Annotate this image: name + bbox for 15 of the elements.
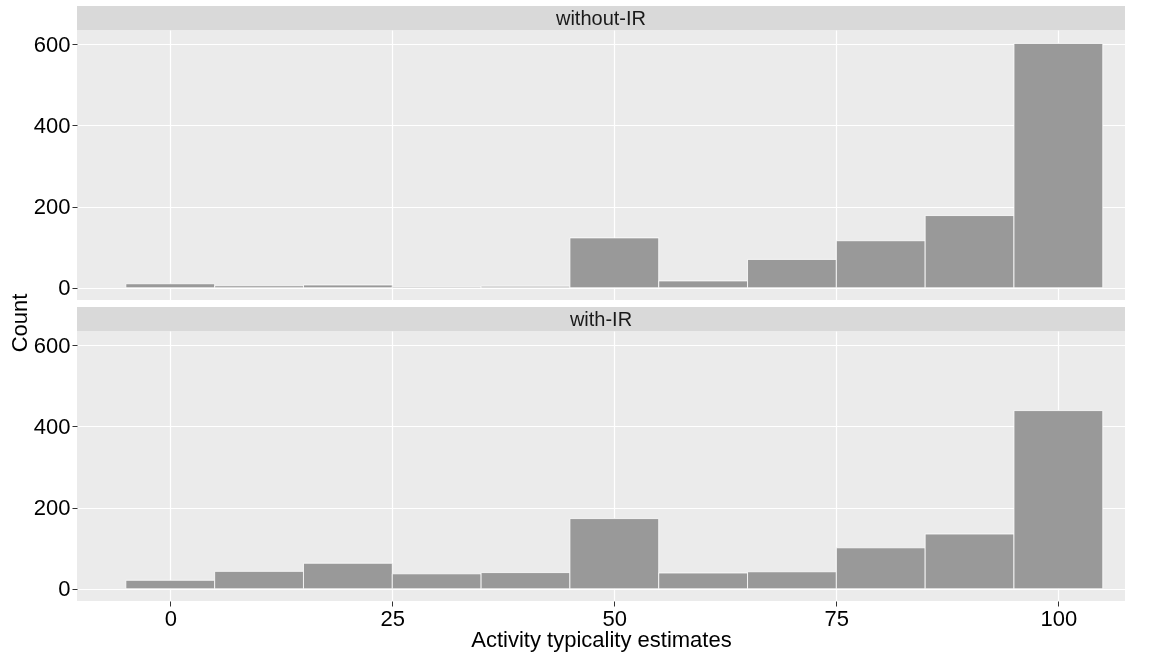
y-tick-label: 400 — [33, 112, 71, 138]
y-tick-label: 200 — [33, 194, 71, 220]
y-tick-label: 0 — [58, 576, 71, 602]
y-tick-label: 400 — [33, 413, 71, 439]
y-tick-label: 200 — [33, 495, 71, 521]
chart-title: with-IR — [77, 307, 1125, 331]
x-tick-label: 75 — [824, 605, 850, 631]
x-tick-label: 0 — [164, 605, 177, 631]
y-tick-label: 600 — [33, 332, 71, 358]
y-tick-label: 0 — [58, 275, 71, 301]
y-tick-label: 600 — [33, 31, 71, 57]
x-tick-label: 100 — [1040, 605, 1078, 631]
x-tick-label: 25 — [380, 605, 406, 631]
y-axis-title: Count — [7, 293, 33, 353]
chart-title: without-IR — [77, 6, 1125, 30]
